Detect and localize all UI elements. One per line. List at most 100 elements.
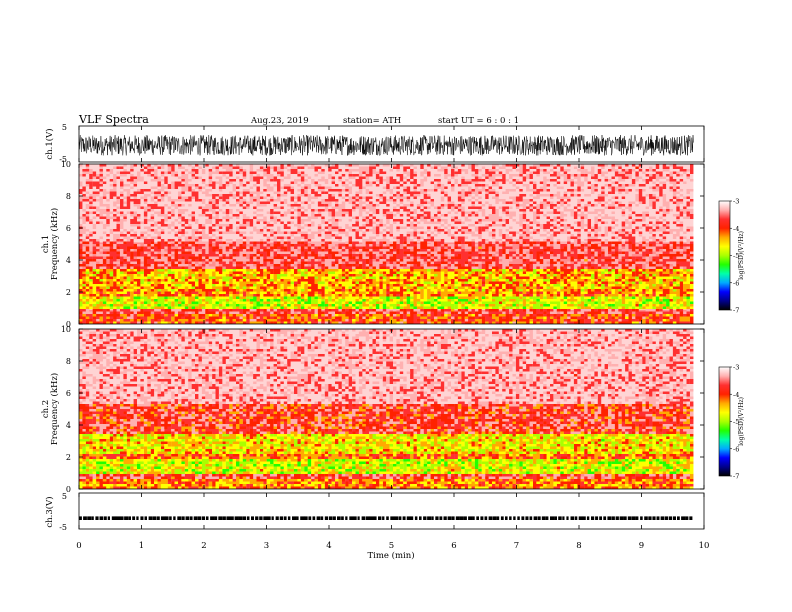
- ch3-pulse: [611, 516, 615, 520]
- ch3-pulse: [373, 516, 377, 520]
- ch3-pulse: [423, 516, 427, 520]
- ch2-colorbar-tick-label: -3: [733, 364, 739, 372]
- ch3-pulse: [287, 516, 291, 520]
- date-label: Aug.23, 2019: [250, 116, 309, 126]
- time-axis-label: Time (min): [367, 550, 414, 561]
- ch3-pulse: [189, 516, 193, 520]
- ch3-pulse: [562, 516, 565, 520]
- figure-title: VLF Spectra: [78, 113, 149, 126]
- ch3-pulse: [599, 516, 602, 520]
- ch1-colorbar-tick-label: -3: [733, 198, 739, 206]
- ch3-pulse: [156, 516, 160, 520]
- ch3-pulse: [627, 516, 632, 520]
- ch3-pulse: [570, 516, 574, 520]
- ch3-pulse: [615, 516, 619, 520]
- ch3-pulse: [349, 516, 354, 520]
- ch3-pulse: [128, 516, 131, 520]
- ch3-pulse: [378, 516, 382, 520]
- ch3-pulse: [455, 516, 460, 520]
- ch3-pulse: [668, 516, 673, 520]
- ch3-pulse: [103, 516, 107, 520]
- ch3-pulse: [656, 516, 660, 520]
- ch3-pulse: [107, 516, 110, 520]
- ch3-pulse: [136, 516, 139, 520]
- ch2-spectrogram-ytick-label: 0: [66, 485, 71, 494]
- ch3-pulse: [533, 516, 538, 520]
- x-tick-label: 7: [514, 541, 519, 551]
- ch3-pulse: [337, 516, 341, 520]
- ch3-pulse: [316, 516, 321, 520]
- ch3-pulse: [296, 516, 299, 520]
- ch3-pulse: [275, 516, 279, 520]
- ch3-pulse: [144, 516, 147, 520]
- ch3-pulse: [582, 516, 586, 520]
- ch3-pulse: [566, 516, 569, 520]
- ch3-pulse: [328, 516, 333, 520]
- ch3-pulse: [279, 516, 284, 520]
- ch3-pulse: [439, 516, 443, 520]
- ch3-pulse: [443, 516, 447, 520]
- ch3-pulse: [545, 516, 549, 520]
- ch3-pulse: [140, 516, 144, 520]
- ch3-pulse: [382, 516, 385, 520]
- ch1-colorbar-tick-label: -4: [733, 225, 739, 233]
- ch3-pulse: [427, 516, 431, 520]
- ch1-spectrogram-ytick-label: 2: [66, 288, 71, 297]
- ch3-pulse: [308, 516, 312, 520]
- ch3-pulse: [222, 516, 226, 520]
- ch2-colorbar-scale: [718, 366, 731, 477]
- ch3-pulse: [685, 516, 689, 520]
- ch3-pulse: [173, 516, 176, 520]
- time-axis: 0 1 2 3 4 5 6 7 8 9 10: [76, 126, 709, 551]
- ch3-pulse: [631, 516, 636, 520]
- ch1-spectrogram-ytick-label: 10: [61, 160, 71, 169]
- x-tick-label: 4: [326, 541, 331, 551]
- ch3-pulse: [218, 516, 223, 520]
- ch3-pulse: [640, 516, 643, 520]
- ch2-spectrogram-ylabel: ch.2: [41, 400, 51, 418]
- ch3-pulse: [206, 516, 209, 520]
- ch3-pulse: [480, 516, 484, 520]
- ch3-pulse: [681, 516, 686, 520]
- ch3-pulse: [431, 516, 434, 520]
- ch3-pulse: [255, 516, 259, 520]
- ch1-spectrogram-ytick-label: 6: [66, 224, 71, 233]
- x-tick-label: 8: [576, 541, 581, 551]
- ch3-pulse: [169, 516, 172, 520]
- ch3-pulse: [197, 516, 202, 520]
- ch3-pulse: [386, 516, 389, 520]
- ch1-colorbar: -3 -4 -5 -6 -7 log(PSD)(V²/Hz): [718, 198, 745, 315]
- ch3-pulse: [91, 516, 94, 520]
- ch3-pulse: [517, 516, 520, 520]
- ch3-pulse: [664, 516, 669, 520]
- ch1-colorbar-label: log(PSD)(V²/Hz): [738, 231, 745, 280]
- ch3-pulse: [419, 516, 422, 520]
- ch3-pulse: [201, 516, 206, 520]
- ch3-pulse: [595, 516, 599, 520]
- ch3-pulse: [95, 516, 99, 520]
- ch1-waveform-trace: [78, 134, 694, 156]
- ch1-waveform-ylabel: ch.1(V): [44, 128, 55, 159]
- ch3-pulse: [464, 516, 467, 520]
- ch1-colorbar-tick-label: -5: [733, 252, 739, 260]
- ch2-spectrogram-yaxis: 10 8 6 4 2 0: [61, 325, 704, 494]
- ch3-pulse: [648, 516, 652, 520]
- ch3-pulse: [177, 516, 182, 520]
- ch2-colorbar: -3 -4 -5 -6 -7 log(PSD)(V²/Hz): [718, 364, 745, 481]
- ch3-pulse: [115, 516, 120, 520]
- ch3-pulse: [87, 516, 92, 520]
- ch3-pulse: [304, 516, 308, 520]
- ch3-pulse: [193, 516, 198, 520]
- ch3-pulse: [672, 516, 676, 520]
- ch3-pulse: [484, 516, 488, 520]
- ch3-pulse: [636, 516, 639, 520]
- ch3-pulse: [537, 516, 541, 520]
- ch3-pulse: [623, 516, 627, 520]
- ch3-pulse: [361, 516, 366, 520]
- ch3-pulse: [513, 516, 516, 520]
- ch2-colorbar-tick-label: -7: [733, 473, 739, 481]
- ch1-spectrogram-image: [79, 164, 694, 324]
- ch3-pulse: [271, 516, 274, 520]
- ch3-pulse: [99, 516, 103, 520]
- ch2-spectrogram-ytick-label: 4: [66, 421, 71, 430]
